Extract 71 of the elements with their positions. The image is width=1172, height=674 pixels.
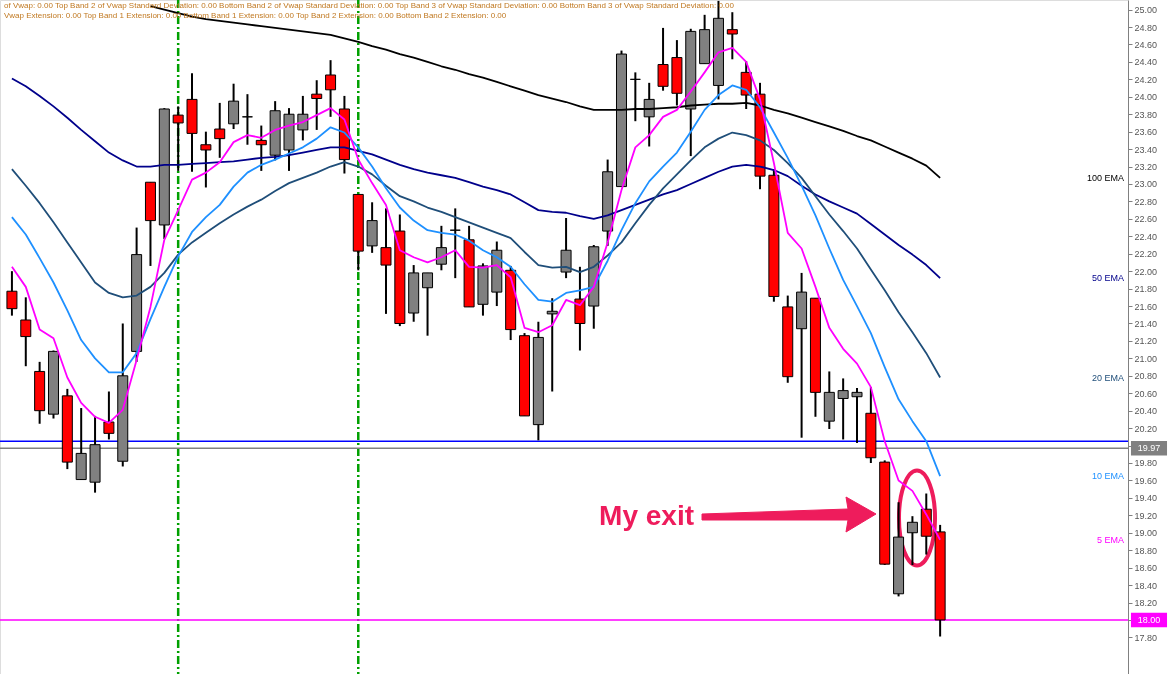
ref-line-label: 19.97 [1137,443,1161,454]
candlestick [172,105,184,172]
y-tick-label: 22.00 [1134,266,1158,277]
y-tick-label: 22.60 [1134,214,1158,225]
candlestick [325,59,337,118]
text: 20 EMA [1091,372,1124,383]
candlestick [20,296,32,368]
y-tick-label: 24.20 [1134,74,1158,85]
candlestick [422,271,434,337]
y-tick-label: 23.00 [1134,179,1158,190]
candlestick [200,130,212,189]
y-tick-label: 19.20 [1134,510,1158,521]
candlestick [435,224,447,272]
candlestick [380,207,392,315]
candlestick [560,216,572,280]
y-tick-label: 19.60 [1134,475,1158,486]
candlestick [297,94,309,142]
y-tick-label: 20.60 [1134,388,1158,399]
text: 50 EMA [1091,273,1124,284]
line-series [11,77,942,280]
y-tick-label: 25.00 [1134,5,1158,16]
text: 5 EMA [1096,534,1124,545]
y-tick-label: 19.00 [1134,528,1158,539]
y-tick-label: 17.80 [1134,632,1158,643]
candlestick [449,207,461,280]
y-tick-label: 21.00 [1134,353,1158,364]
y-tick-label: 18.80 [1134,545,1158,556]
candlestick [255,124,267,172]
y-tick-label: 18.40 [1134,580,1158,591]
text: 10 EMA [1091,471,1124,482]
y-tick-label: 18.20 [1134,598,1158,608]
candlestick [726,11,738,61]
candlestick [6,270,18,317]
y-tick-label: 23.80 [1134,109,1158,120]
y-tick-label: 19.80 [1134,458,1158,469]
y-tick-label: 24.60 [1134,39,1158,50]
candlestick [228,82,240,131]
candlestick [657,26,669,92]
y-tick-label: 21.60 [1134,301,1158,312]
line-series [11,84,942,477]
candlestick [214,101,226,159]
y-tick-label: 22.40 [1134,231,1158,242]
y-tick-label: 23.60 [1134,127,1158,138]
y-tick-label: 22.80 [1134,196,1158,207]
candlestick [851,387,863,444]
text: 100 EMA [1086,172,1124,183]
ref-line-label: 18.00 [1137,614,1161,625]
y-tick-label: 21.20 [1134,336,1158,347]
y-tick-label: 18.60 [1134,563,1158,574]
candlestick [906,515,918,567]
candlestick [837,377,849,441]
candlestick [629,71,641,123]
y-tick-label: 24.40 [1134,57,1158,68]
candlestick [546,297,558,393]
y-tick-label: 19.40 [1134,493,1158,504]
y-tick-label: 20.20 [1134,423,1158,434]
line-series [11,47,942,541]
y-tick-label: 22.20 [1134,249,1158,260]
y-tick-label: 20.80 [1134,371,1158,382]
y-tick-label: 23.40 [1134,144,1158,155]
candlestick [311,79,323,131]
annotation: My exit [599,500,694,531]
y-tick-label: 24.00 [1134,92,1158,103]
y-tick-label: 24.80 [1134,22,1158,33]
y-tick-label: 20.40 [1134,406,1158,417]
y-tick-label: 23.20 [1134,162,1158,173]
y-tick-label: 21.80 [1134,284,1158,295]
y-tick-label: 21.40 [1134,318,1158,329]
line-series [11,131,942,379]
candlestick [103,390,115,441]
candlestick [241,93,253,146]
